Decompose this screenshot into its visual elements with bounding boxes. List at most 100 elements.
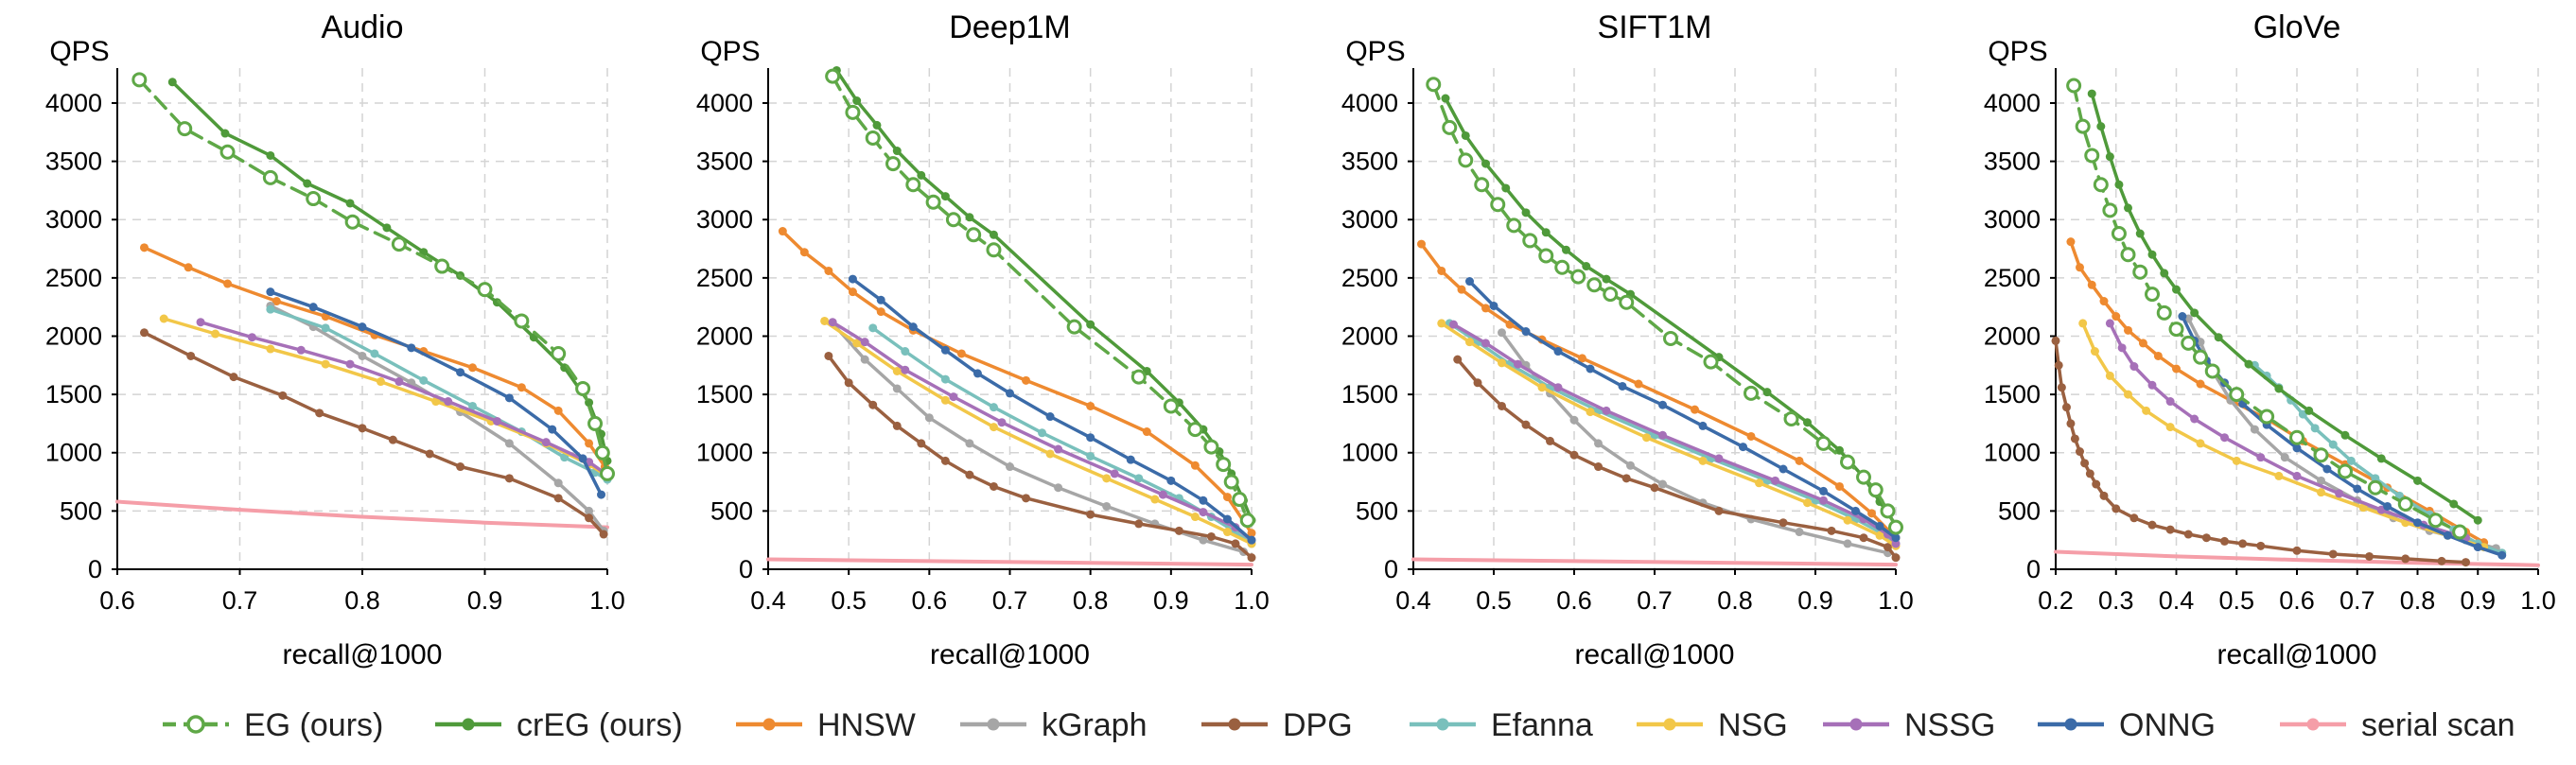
data-point xyxy=(1867,509,1876,518)
data-point xyxy=(1489,301,1498,310)
data-point xyxy=(2365,551,2374,561)
data-point xyxy=(468,363,478,373)
data-point xyxy=(2168,322,2184,338)
data-point xyxy=(2102,202,2118,218)
data-point xyxy=(278,391,288,400)
data-point xyxy=(2096,122,2106,131)
data-point xyxy=(1562,245,1570,254)
data-point xyxy=(196,318,205,327)
data-point xyxy=(456,462,465,472)
data-point xyxy=(1803,418,1812,427)
data-point xyxy=(1038,428,1047,438)
data-point xyxy=(2165,423,2175,432)
x-tick-label: 0.9 xyxy=(1797,586,1833,615)
data-point xyxy=(358,424,367,433)
data-point xyxy=(1453,355,1463,364)
data-point xyxy=(2473,543,2482,552)
data-point xyxy=(2076,447,2084,457)
data-point xyxy=(504,393,514,403)
y-tick-label: 4000 xyxy=(45,89,102,117)
series-hnsw xyxy=(778,227,1256,538)
y-axis-label: QPS xyxy=(1988,36,2047,67)
series-onng xyxy=(266,287,606,499)
data-point xyxy=(2070,434,2079,443)
y-tick-label: 3000 xyxy=(1341,205,1398,234)
x-tick-label: 0.9 xyxy=(467,586,503,615)
x-axis-label: recall@1000 xyxy=(930,639,1090,670)
x-tick-label: 0.4 xyxy=(2159,586,2195,615)
data-point xyxy=(1232,492,1248,508)
chart-title: Deep1M xyxy=(949,9,1071,45)
data-point xyxy=(1006,389,1014,398)
data-point xyxy=(1521,420,1531,429)
data-point xyxy=(778,227,787,236)
series-line xyxy=(1431,82,1898,530)
series-line xyxy=(2072,83,2462,534)
data-point xyxy=(358,351,367,360)
data-point xyxy=(848,274,857,284)
data-point xyxy=(1888,519,1903,535)
data-point xyxy=(2114,180,2124,189)
data-point xyxy=(2181,335,2197,351)
data-point xyxy=(553,494,563,503)
data-point xyxy=(358,322,367,332)
data-point xyxy=(2220,536,2229,546)
data-point xyxy=(1578,354,1586,363)
data-point xyxy=(1514,359,1522,369)
x-tick-label: 0.7 xyxy=(2339,586,2375,615)
data-point xyxy=(139,243,149,252)
data-point xyxy=(2172,285,2181,294)
data-point xyxy=(1481,304,1490,313)
y-tick-label: 0 xyxy=(88,555,102,583)
data-point xyxy=(1199,496,1208,505)
data-point xyxy=(2147,520,2157,530)
data-point xyxy=(1642,433,1651,443)
data-point xyxy=(303,179,312,188)
data-point xyxy=(2322,464,2332,474)
series-dpg xyxy=(139,328,608,539)
data-point xyxy=(167,78,177,87)
data-point xyxy=(1658,400,1667,409)
data-point xyxy=(2473,515,2482,525)
data-point xyxy=(1594,439,1603,448)
data-point xyxy=(1554,259,1570,275)
data-point xyxy=(1714,454,1724,463)
data-point xyxy=(388,435,397,444)
data-point xyxy=(2066,78,2082,94)
y-tick-label: 4000 xyxy=(696,89,753,117)
data-point xyxy=(1546,436,1554,445)
data-point xyxy=(425,449,434,459)
data-point xyxy=(2147,380,2157,390)
legend-item-onng: ONNG xyxy=(2038,707,2216,743)
data-point xyxy=(2129,513,2139,523)
series-line xyxy=(850,277,1253,542)
x-tick-label: 0.9 xyxy=(1153,586,1189,615)
data-point xyxy=(1506,217,1522,234)
data-point xyxy=(1086,510,1095,519)
data-point xyxy=(262,169,278,185)
legend-item-creg-ours: crEG (ours) xyxy=(435,707,683,743)
data-point xyxy=(865,130,881,146)
x-tick-label: 1.0 xyxy=(2520,586,2556,615)
data-point xyxy=(1779,518,1788,528)
data-point xyxy=(585,513,594,523)
data-point xyxy=(1163,398,1179,414)
data-point xyxy=(220,129,230,138)
data-point xyxy=(1582,262,1591,271)
data-point xyxy=(131,72,148,88)
y-tick-label: 2000 xyxy=(1984,322,2041,350)
data-point xyxy=(1703,354,1719,370)
data-point xyxy=(1199,535,1208,545)
series-line xyxy=(1444,96,1898,527)
x-axis-label: recall@1000 xyxy=(1575,639,1735,670)
data-point xyxy=(2165,397,2175,407)
data-point xyxy=(2274,471,2284,480)
data-point xyxy=(1134,519,1144,529)
legend-label: serial scan xyxy=(2361,707,2515,743)
chart-panel-audio: 0 500 1000 1500 2000 2500 3000 3500 4000 0.6 0.7 0.… xyxy=(45,9,625,670)
data-point xyxy=(901,347,910,356)
data-point xyxy=(1134,474,1144,483)
series-line xyxy=(199,320,609,477)
data-point xyxy=(2061,403,2071,412)
data-point xyxy=(548,425,557,434)
